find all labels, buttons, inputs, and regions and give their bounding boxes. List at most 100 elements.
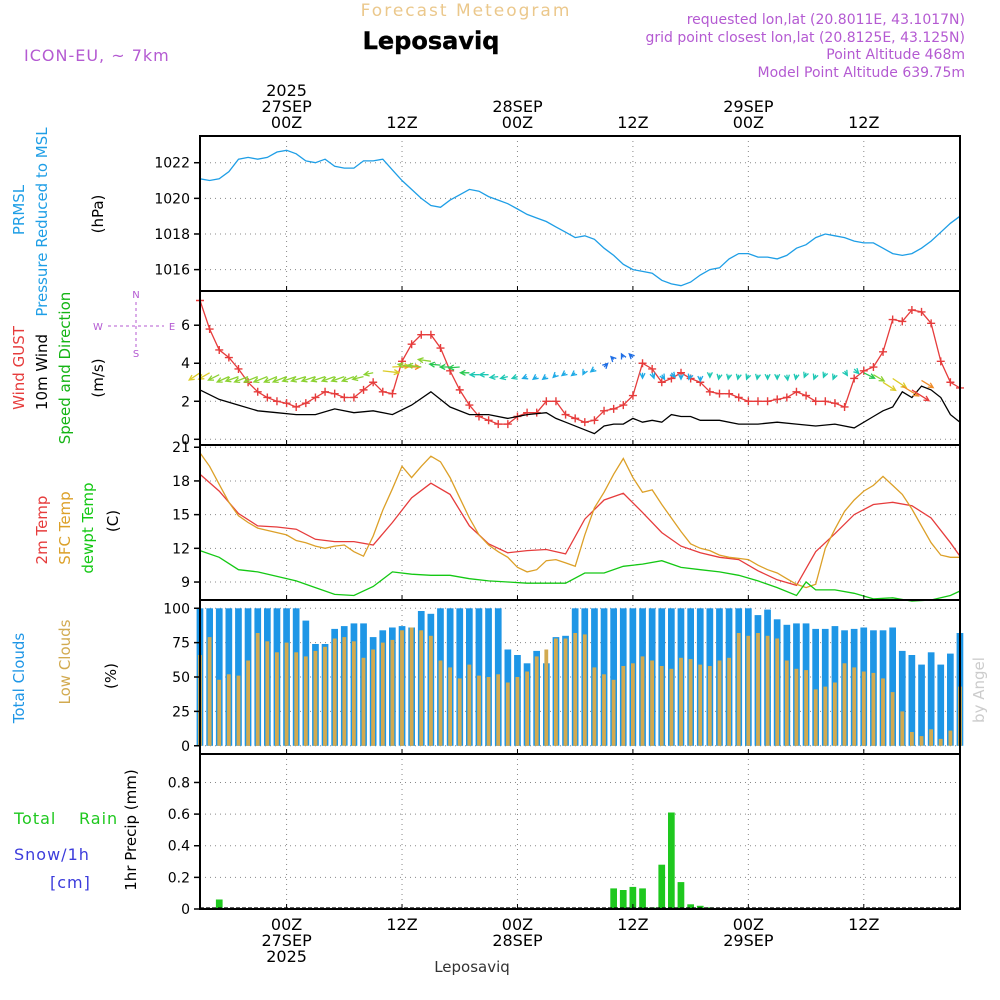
bottom-time-label: 28SEP <box>492 931 543 950</box>
compass-east: E <box>169 322 175 333</box>
gust-marker <box>648 364 657 373</box>
low-cloud-bar <box>707 666 712 746</box>
wind-arrow <box>242 375 258 384</box>
low-cloud-bar <box>371 649 375 746</box>
total-cloud-bar <box>898 650 906 746</box>
y-tick-label: 100 <box>163 601 190 617</box>
y-tick-label: 50 <box>172 670 190 686</box>
wind-arrow <box>271 375 287 384</box>
gust-marker <box>398 357 407 366</box>
gust-marker <box>744 397 753 406</box>
wind-arrow <box>488 373 499 381</box>
wind-arrow <box>726 373 733 381</box>
gust-marker <box>330 389 339 398</box>
bottom-time-label: 00Z <box>271 915 302 934</box>
watermark: by Angel <box>970 657 988 723</box>
y-tick-label: 0.6 <box>168 807 190 823</box>
gust-marker <box>253 387 262 396</box>
pressure-unit-label: (hPa) <box>89 195 107 234</box>
total-cloud-bar <box>918 664 925 746</box>
low-cloud-bar <box>861 671 866 746</box>
wind-arrow <box>853 367 860 375</box>
low-cloud-bar <box>631 663 635 746</box>
wind-arrow <box>873 374 886 382</box>
total-clouds-label: Total Clouds <box>10 633 28 725</box>
gust-marker <box>715 389 724 398</box>
station-title: Leposaviq <box>363 27 500 55</box>
gust-marker <box>946 378 955 387</box>
low-cloud-bar <box>611 679 616 746</box>
wind-dir-label: Speed and Direction <box>56 292 74 445</box>
total-cloud-bar <box>889 627 896 746</box>
wind-arrow <box>560 370 568 377</box>
y-tick-label: 1018 <box>154 227 190 243</box>
wind-arrow <box>609 355 617 363</box>
supertitle: Forecast Meteogram <box>361 1 572 21</box>
low-cloud-bar <box>582 634 587 746</box>
low-cloud-bar <box>794 668 799 746</box>
low-cloud-bar <box>698 664 703 746</box>
wind-label: 10m Wind <box>33 334 51 410</box>
wind-arrow <box>882 381 897 392</box>
wind-arrow <box>382 369 401 376</box>
wind-arrow <box>911 389 931 402</box>
rain-bar <box>658 864 666 909</box>
bottom-time-label: 2025 <box>266 947 307 966</box>
requested-lonlat: requested lon,lat (20.8011E, 43.1017N) <box>687 12 965 28</box>
total-label: Total <box>13 809 56 828</box>
gust-marker <box>850 374 859 383</box>
gust-marker <box>407 340 416 349</box>
low-cloud-bar <box>226 674 231 746</box>
low-cloud-bar <box>275 652 279 746</box>
low-cloud-bar <box>592 667 597 746</box>
low-cloud-bar <box>255 633 260 746</box>
wind-arrow <box>774 373 781 381</box>
y-tick-label: 21 <box>172 440 190 456</box>
precip-unit-label: 1hr Precip (mm) <box>122 769 140 890</box>
low-clouds-label: Low Clouds <box>56 619 74 704</box>
low-cloud-bar <box>650 660 654 746</box>
wind-arrow <box>677 373 685 381</box>
y-tick-label: 1022 <box>154 156 190 172</box>
bottom-time-label: 12Z <box>617 915 648 934</box>
total-cloud-bar <box>610 608 617 746</box>
gust-marker <box>503 420 512 429</box>
low-cloud-bar <box>736 633 741 746</box>
low-cloud-bar <box>390 639 395 746</box>
low-cloud-bar <box>842 663 847 746</box>
compass-rose: N S W E <box>93 290 175 360</box>
wind-arrow <box>842 369 849 377</box>
series-line-wind-gust <box>199 300 961 425</box>
wind-arrow <box>602 362 609 370</box>
wind-arrow <box>406 362 422 369</box>
snow-label: Snow/1h <box>14 845 90 864</box>
gust-marker <box>600 406 609 415</box>
top-time-label: 00Z <box>502 113 533 132</box>
wind-arrow <box>224 375 239 383</box>
low-cloud-bar <box>352 641 356 746</box>
model-label: ICON-EU, ~ 7km <box>24 46 170 65</box>
low-cloud-bar <box>669 668 674 746</box>
y-tick-label: 1016 <box>154 263 190 279</box>
low-cloud-bar <box>429 635 433 746</box>
rain-bar <box>619 890 627 909</box>
low-cloud-bar <box>294 652 299 746</box>
wind-arrow <box>745 373 752 381</box>
low-cloud-bar <box>515 677 520 746</box>
wind-arrow <box>783 374 791 382</box>
rain-bar <box>629 886 637 909</box>
gust-marker <box>215 345 224 354</box>
y-tick-label: 0.8 <box>168 775 190 791</box>
wind-arrow <box>754 373 762 381</box>
pressure-sub-label: Pressure Reduced to MSL <box>33 127 51 317</box>
wind-arrow <box>659 373 666 381</box>
low-cloud-bar <box>573 633 578 746</box>
wind-arrow <box>706 372 713 379</box>
total-cloud-bar <box>947 653 954 746</box>
gust-marker <box>657 378 666 387</box>
low-cloud-bar <box>419 630 424 746</box>
gust-marker <box>205 325 214 334</box>
gust-marker <box>561 410 570 419</box>
y-tick-label: 15 <box>172 508 190 524</box>
snow-unit-label: [cm] <box>50 873 91 892</box>
